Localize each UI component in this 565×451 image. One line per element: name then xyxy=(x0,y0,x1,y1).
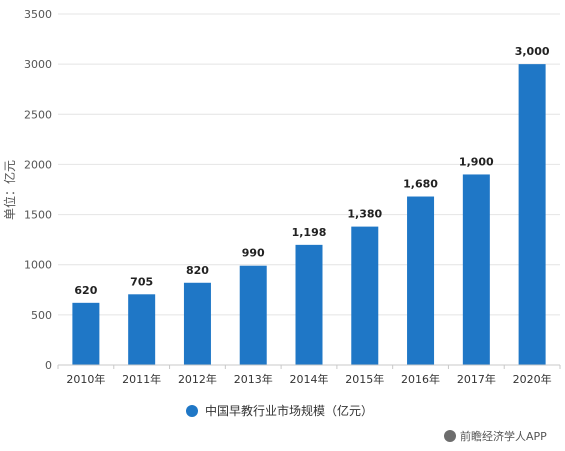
y-tick-label: 3500 xyxy=(24,8,52,21)
data-label: 990 xyxy=(242,247,265,260)
y-tick-label: 1500 xyxy=(24,209,52,222)
x-tick-label: 2017年 xyxy=(457,372,496,386)
legend: 中国早教行业市场规模（亿元） xyxy=(186,403,373,418)
watermark-text: 前瞻经济学人APP xyxy=(460,429,547,443)
data-labels: 620 705 820 990 1,198 1,380 1,680 1,900 3,000 xyxy=(74,45,549,297)
legend-marker xyxy=(186,405,198,417)
x-tick-label: 2014年 xyxy=(290,372,329,386)
data-label: 620 xyxy=(74,284,97,297)
y-tick-label: 2500 xyxy=(24,108,52,121)
bar xyxy=(351,226,379,365)
gridlines xyxy=(58,13,560,316)
watermark: 前瞻经济学人APP xyxy=(444,429,547,443)
bar xyxy=(128,294,156,365)
data-label: 1,380 xyxy=(347,208,382,221)
y-axis-ticks: 0 500 1000 1500 2000 2500 3000 3500 xyxy=(24,8,52,372)
data-label: 1,198 xyxy=(292,226,327,239)
data-label: 705 xyxy=(130,275,153,288)
bars xyxy=(72,64,546,366)
y-tick-label: 3000 xyxy=(24,58,52,71)
wechat-logo-icon xyxy=(444,430,456,442)
bar xyxy=(183,282,211,365)
y-tick-label: 0 xyxy=(45,359,52,372)
bar xyxy=(518,64,546,366)
y-tick-label: 2000 xyxy=(24,158,52,171)
x-tick-label: 2015年 xyxy=(345,372,384,386)
data-label: 3,000 xyxy=(515,45,550,58)
data-label: 820 xyxy=(186,264,209,277)
bar xyxy=(407,196,435,365)
x-axis-ticks: 2010年 2011年 2012年 2013年 2014年 2015年 2016年 2017年… xyxy=(57,365,561,386)
bar xyxy=(239,265,267,365)
x-tick-label: 2012年 xyxy=(178,372,217,386)
x-tick-label: 2020年 xyxy=(513,372,552,386)
x-tick-label: 2011年 xyxy=(122,372,161,386)
data-label: 1,900 xyxy=(459,155,494,168)
legend-label: 中国早教行业市场规模（亿元） xyxy=(205,403,373,418)
bar xyxy=(462,174,490,365)
y-axis-label: 单位：亿元 xyxy=(2,160,17,220)
bar xyxy=(72,302,100,365)
x-tick-label: 2013年 xyxy=(234,372,273,386)
data-label: 1,680 xyxy=(403,178,438,191)
x-tick-label: 2010年 xyxy=(66,372,105,386)
y-tick-label: 500 xyxy=(31,309,52,322)
y-tick-label: 1000 xyxy=(24,259,52,272)
bar xyxy=(295,244,323,365)
x-tick-label: 2016年 xyxy=(401,372,440,386)
